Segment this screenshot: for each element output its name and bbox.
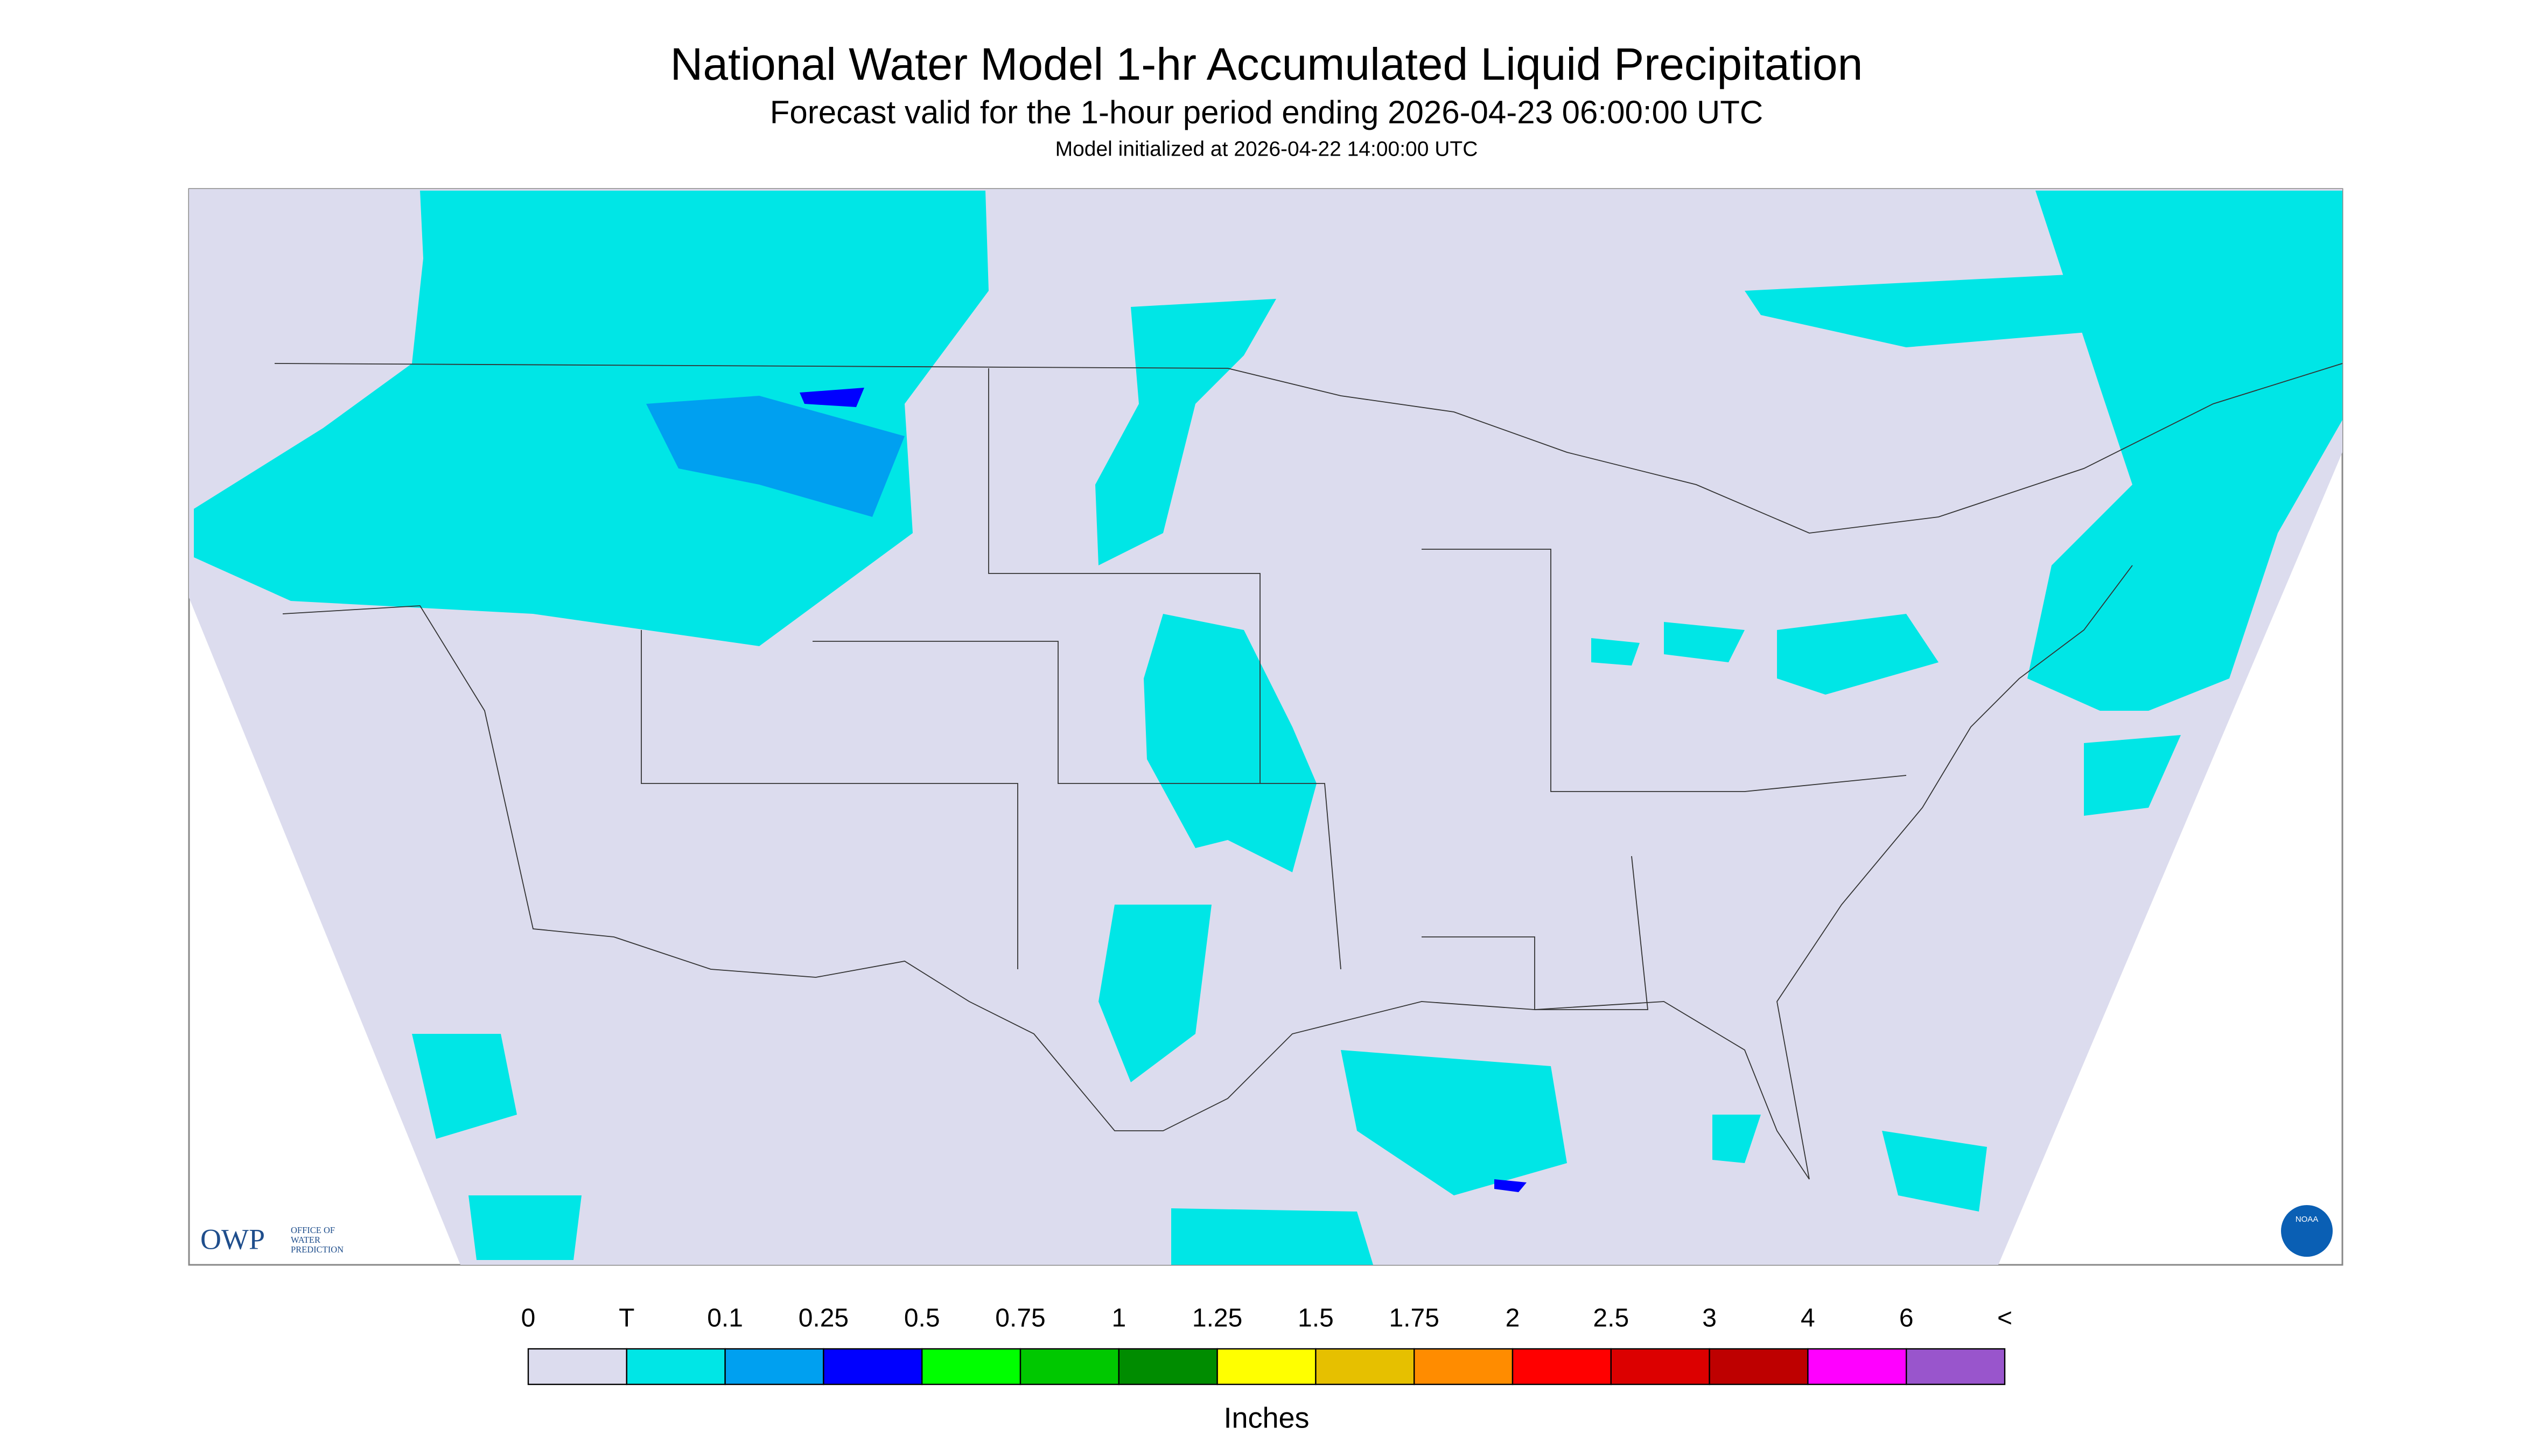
legend-label: 1.25 [1192,1304,1242,1333]
precip-area [1171,1208,1373,1265]
precip-areas [194,191,2342,1265]
legend-swatch [724,1348,824,1385]
legend-swatch [1216,1348,1317,1385]
legend-label: 6 [1899,1304,1914,1333]
noaa-logo [2281,1205,2333,1257]
precip-area [468,1195,582,1261]
legend-swatch [1512,1348,1612,1385]
legend-swatch [626,1348,726,1385]
legend-label: 0.25 [799,1304,849,1333]
legend-label: 2.5 [1593,1304,1629,1333]
border [274,363,2343,534]
state-line [1422,549,1907,792]
legend-label: 2 [1506,1304,1520,1333]
legend-swatch [1118,1348,1218,1385]
precip-area [1494,1179,1527,1193]
state-line [641,630,1018,970]
border [1776,565,2133,1180]
subtitle: Forecast valid for the 1-hour period end… [770,94,1763,130]
precip-area [800,388,864,408]
precip-area [1745,275,2100,348]
precip-area [646,396,905,517]
border [282,605,1810,1180]
legend-swatch [1807,1348,1907,1385]
state-line [1422,856,1648,1010]
legend-swatch [1315,1348,1415,1385]
legend-label: 0.75 [995,1304,1045,1333]
legend-label: 0.1 [707,1304,743,1333]
legend-swatch [921,1348,1021,1385]
legend-label: 1 [1111,1304,1126,1333]
legend-swatch [1414,1348,1514,1385]
precip-area [412,1034,517,1139]
precip-area [1664,622,1745,663]
legend-label: T [619,1304,634,1333]
state-line [813,641,1341,970]
owp-logo-line: PREDICTION [291,1244,344,1255]
legend-label: 4 [1801,1304,1815,1333]
precip-area [2027,191,2342,711]
owp-logo-line: OFFICE OF [291,1225,335,1235]
precip-area [1095,299,1276,566]
title: National Water Model 1-hr Accumulated Li… [670,39,1863,89]
legend: 0 T 0.1 0.25 0.5 0.75 1 1.25 1.5 1.75 2 2.5 3 4 6 < [521,1304,2012,1385]
legend-swatch [823,1348,923,1385]
legend-swatch [1905,1348,2006,1385]
boundaries [274,363,2343,1180]
legend-label: 3 [1702,1304,1717,1333]
precip-area [1098,905,1212,1083]
legend-label: 1.75 [1389,1304,1439,1333]
precip-area [1341,1050,1567,1196]
precip-area [1144,614,1317,873]
legend-label: 0 [521,1304,536,1333]
legend-swatch [1709,1348,1809,1385]
precip-area [1591,638,1640,666]
legend-units: Inches [1223,1402,1309,1434]
state-line [988,368,1261,784]
legend-swatch [1019,1348,1120,1385]
legend-swatch [527,1348,628,1385]
legend-label: < [1997,1304,2012,1333]
legend-label: 0.5 [904,1304,940,1333]
precip-area [194,191,989,647]
init-time: Model initialized at 2026-04-22 14:00:00… [1055,137,1478,160]
noaa-logo-text: NOAA [2296,1215,2319,1224]
legend-label: 1.5 [1298,1304,1334,1333]
precip-area [2084,735,2181,816]
precip-area [1882,1131,1987,1212]
legend-swatch [1610,1348,1710,1385]
owp-logo-line: WATER [291,1235,320,1245]
precip-area [1777,614,1939,695]
owp-logo: OWP [200,1223,265,1255]
precip-area [1712,1115,1761,1164]
